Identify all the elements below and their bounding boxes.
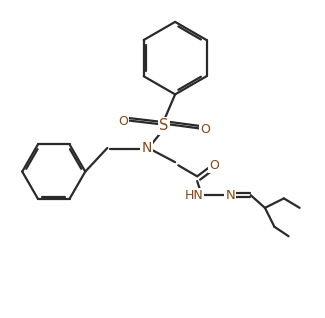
- Text: S: S: [159, 118, 169, 134]
- Text: O: O: [209, 159, 219, 172]
- Text: HN: HN: [185, 189, 203, 202]
- Text: O: O: [118, 115, 128, 128]
- Text: N: N: [142, 141, 152, 155]
- Text: N: N: [226, 189, 235, 202]
- Text: O: O: [200, 122, 210, 135]
